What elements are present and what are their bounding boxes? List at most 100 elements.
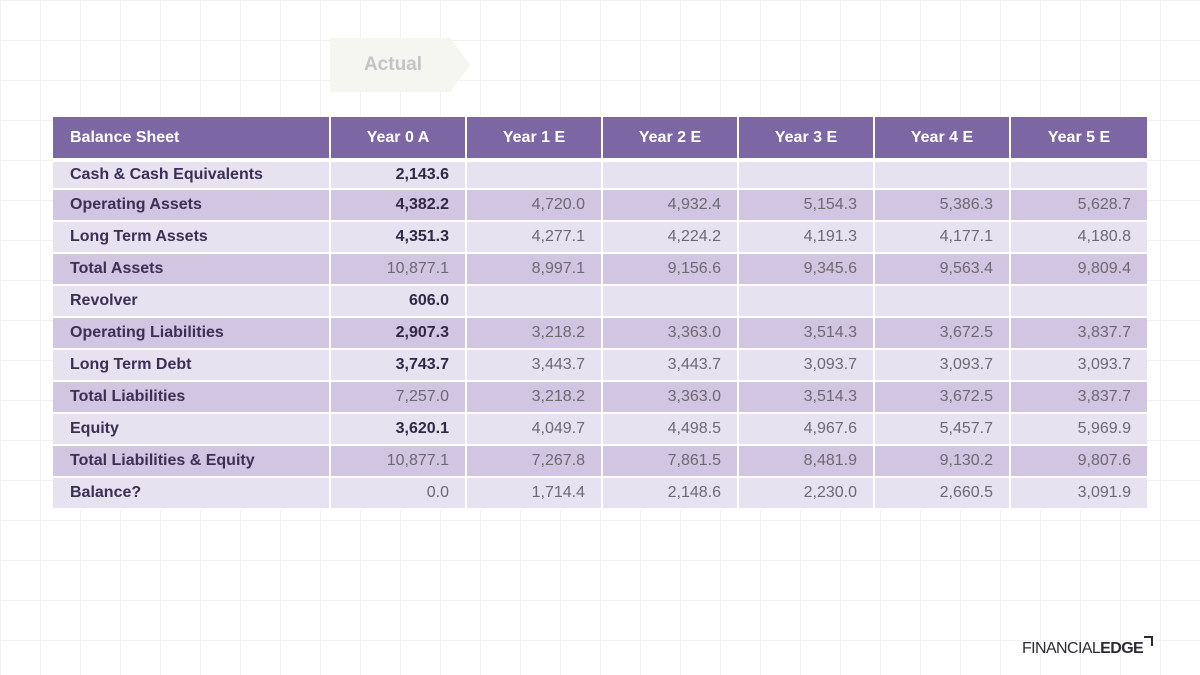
table-cell: 4,180.8	[1011, 222, 1147, 254]
column-header-year-0: Year 0 A	[331, 117, 467, 158]
table-cell	[739, 286, 875, 318]
row-label: Total Liabilities & Equity	[53, 446, 331, 478]
table-row: Cash & Cash Equivalents 2,143.6	[53, 158, 1147, 190]
table-cell: 4,932.4	[603, 190, 739, 222]
actual-label: Actual	[363, 54, 423, 75]
table-cell: 606.0	[331, 286, 467, 318]
table-cell	[739, 158, 875, 190]
table-row: Long Term Debt 3,743.7 3,443.7 3,443.7 3,093…	[53, 350, 1147, 382]
table-cell: 4,277.1	[467, 222, 603, 254]
table-cell: 3,743.7	[331, 350, 467, 382]
financial-edge-logo: FINANCIALEDGE	[1022, 636, 1154, 658]
table-cell: 9,809.4	[1011, 254, 1147, 286]
column-header-year-3: Year 3 E	[739, 117, 875, 158]
column-header-year-1: Year 1 E	[467, 117, 603, 158]
table-cell: 9,345.6	[739, 254, 875, 286]
table-row: Total Assets 10,877.1 8,997.1 9,156.6 9,345.…	[53, 254, 1147, 286]
table-cell: 3,443.7	[467, 350, 603, 382]
table-cell: 3,218.2	[467, 382, 603, 414]
balance-sheet-table: Balance Sheet Year 0 A Year 1 E Year 2 E…	[53, 117, 1147, 510]
table-cell: 7,861.5	[603, 446, 739, 478]
table-cell: 7,267.8	[467, 446, 603, 478]
table-cell: 3,672.5	[875, 318, 1011, 350]
table-cell: 3,093.7	[739, 350, 875, 382]
table-cell: 2,907.3	[331, 318, 467, 350]
table-cell: 2,230.0	[739, 478, 875, 510]
table-cell: 3,837.7	[1011, 382, 1147, 414]
row-label: Revolver	[53, 286, 331, 318]
table-cell: 3,620.1	[331, 414, 467, 446]
table-cell: 3,672.5	[875, 382, 1011, 414]
table-cell: 2,148.6	[603, 478, 739, 510]
table-cell	[603, 286, 739, 318]
table-cell: 8,481.9	[739, 446, 875, 478]
table-row: Equity 3,620.1 4,049.7 4,498.5 4,967.6 5,457.…	[53, 414, 1147, 446]
table-row: Operating Liabilities 2,907.3 3,218.2 3,363…	[53, 318, 1147, 350]
table-cell	[875, 158, 1011, 190]
table-row: Total Liabilities & Equity 10,877.1 7,267.…	[53, 446, 1147, 478]
table-cell: 4,191.3	[739, 222, 875, 254]
table-row: Operating Assets 4,382.2 4,720.0 4,932.4 5,1…	[53, 190, 1147, 222]
table-cell: 4,351.3	[331, 222, 467, 254]
row-label: Balance?	[53, 478, 331, 510]
table-row: Total Liabilities 7,257.0 3,218.2 3,363.0 3,…	[53, 382, 1147, 414]
column-header-year-5: Year 5 E	[1011, 117, 1147, 158]
table-cell: 8,997.1	[467, 254, 603, 286]
table-cell: 5,154.3	[739, 190, 875, 222]
table-cell: 5,969.9	[1011, 414, 1147, 446]
row-label: Operating Liabilities	[53, 318, 331, 350]
table-cell: 4,224.2	[603, 222, 739, 254]
logo-text-edge: EDGE	[1100, 640, 1144, 657]
table-cell: 9,156.6	[603, 254, 739, 286]
table-cell: 5,457.7	[875, 414, 1011, 446]
table-cell: 10,877.1	[331, 446, 467, 478]
logo-text-financial: FINANCIAL	[1022, 640, 1101, 657]
table-cell: 4,177.1	[875, 222, 1011, 254]
row-label: Equity	[53, 414, 331, 446]
table-cell: 3,093.7	[875, 350, 1011, 382]
table-cell: 3,363.0	[603, 382, 739, 414]
table-cell: 3,091.9	[1011, 478, 1147, 510]
table-cell: 3,514.3	[739, 318, 875, 350]
column-header-year-4: Year 4 E	[875, 117, 1011, 158]
table-cell: 3,218.2	[467, 318, 603, 350]
actual-tag: Actual	[330, 38, 470, 92]
row-label: Total Liabilities	[53, 382, 331, 414]
table-cell: 9,130.2	[875, 446, 1011, 478]
table-cell	[1011, 158, 1147, 190]
column-header-year-2: Year 2 E	[603, 117, 739, 158]
table-row: Balance? 0.0 1,714.4 2,148.6 2,230.0 2,660.5 3…	[53, 478, 1147, 510]
table-cell: 7,257.0	[331, 382, 467, 414]
table-cell: 4,720.0	[467, 190, 603, 222]
table-cell: 4,967.6	[739, 414, 875, 446]
table-cell: 9,563.4	[875, 254, 1011, 286]
logo-corner-mark	[1144, 636, 1154, 646]
table-cell: 9,807.6	[1011, 446, 1147, 478]
row-label: Cash & Cash Equivalents	[53, 158, 331, 190]
table-cell: 5,386.3	[875, 190, 1011, 222]
table-row: Long Term Assets 4,351.3 4,277.1 4,224.2 4,1…	[53, 222, 1147, 254]
table-cell: 3,363.0	[603, 318, 739, 350]
row-label: Total Assets	[53, 254, 331, 286]
table-header-row: Balance Sheet Year 0 A Year 1 E Year 2 E…	[53, 117, 1147, 158]
table-cell: 3,093.7	[1011, 350, 1147, 382]
row-label: Operating Assets	[53, 190, 331, 222]
row-label: Long Term Assets	[53, 222, 331, 254]
table-cell: 0.0	[331, 478, 467, 510]
table-cell: 10,877.1	[331, 254, 467, 286]
table-cell: 1,714.4	[467, 478, 603, 510]
table-cell	[875, 286, 1011, 318]
table-cell: 3,837.7	[1011, 318, 1147, 350]
column-header-balance-sheet: Balance Sheet	[53, 117, 331, 158]
table-cell: 5,628.7	[1011, 190, 1147, 222]
table-cell: 4,382.2	[331, 190, 467, 222]
table-cell	[467, 286, 603, 318]
table-cell	[1011, 286, 1147, 318]
table-cell: 4,049.7	[467, 414, 603, 446]
table-cell: 3,443.7	[603, 350, 739, 382]
table-cell: 3,514.3	[739, 382, 875, 414]
table-cell	[603, 158, 739, 190]
row-label: Long Term Debt	[53, 350, 331, 382]
table-cell: 2,660.5	[875, 478, 1011, 510]
table-row: Revolver 606.0	[53, 286, 1147, 318]
